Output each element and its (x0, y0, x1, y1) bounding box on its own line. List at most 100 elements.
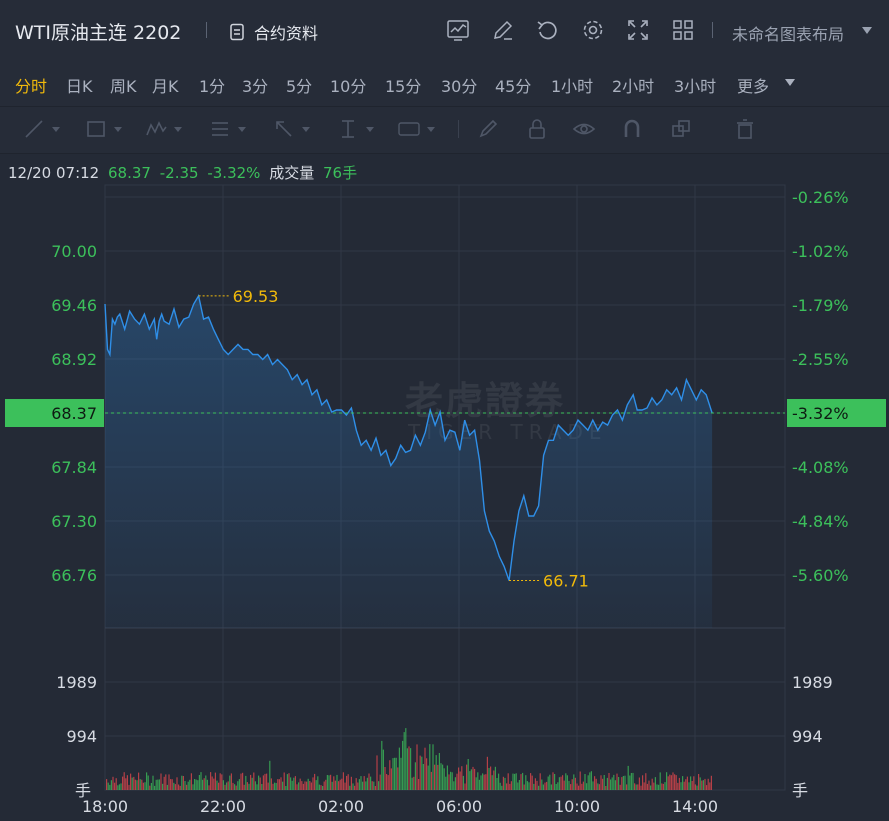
settings-icon[interactable] (580, 17, 606, 43)
volume-bar (299, 778, 301, 790)
volume-bar (534, 778, 536, 790)
tool-chevron-down-icon[interactable] (52, 127, 60, 132)
volume-bar (664, 782, 666, 790)
volume-bar (606, 777, 608, 790)
volume-bar (475, 777, 477, 790)
undo-icon[interactable] (535, 17, 561, 43)
measure-icon[interactable] (397, 117, 421, 141)
volume-bar (410, 748, 412, 790)
volume-bar (326, 775, 328, 790)
volume-bar (706, 785, 708, 790)
magnet-icon[interactable] (620, 117, 644, 141)
price-tick-label: 70.00 (51, 242, 97, 261)
price-tick-label: 67.30 (51, 512, 97, 531)
contract-info-label: 合约资料 (254, 24, 319, 43)
timeframe-tab-9[interactable]: 30分 (441, 77, 478, 96)
edit-icon[interactable] (490, 17, 516, 43)
tool-chevron-down-icon[interactable] (427, 127, 435, 132)
volume-bar (347, 774, 349, 790)
chevron-down-icon[interactable] (862, 27, 872, 34)
tool-chevron-down-icon[interactable] (366, 127, 374, 132)
contract-info-button[interactable]: 合约资料 (228, 20, 318, 44)
brush-icon[interactable] (476, 117, 500, 141)
timeframe-tab-4[interactable]: 1分 (199, 77, 226, 96)
timeframe-tab-0[interactable]: 分时 (15, 77, 48, 96)
volume-bar (589, 772, 591, 790)
tool-chevron-down-icon[interactable] (174, 127, 182, 132)
volume-bar (245, 775, 247, 790)
layout-selector[interactable]: 未命名图表布局 (732, 25, 845, 44)
low-label: 66.71 (543, 572, 589, 591)
volume-bar (638, 777, 640, 790)
volume-bar (456, 773, 458, 790)
volume-bar (392, 758, 394, 790)
volume-tick-right: 1989 (792, 673, 833, 692)
trash-icon[interactable] (733, 117, 757, 141)
timeframe-tab-6[interactable]: 5分 (286, 77, 313, 96)
volume-bar (518, 780, 520, 790)
volume-bar (680, 782, 682, 790)
volume-bar (285, 786, 287, 790)
pct-tick-label: -4.08% (792, 458, 849, 477)
volume-bar (646, 783, 648, 790)
volume-bar (558, 777, 560, 790)
volume-bar (454, 777, 456, 790)
eye-icon[interactable] (572, 117, 596, 141)
volume-bar (147, 775, 149, 790)
volume-bar (421, 756, 423, 790)
timeframe-tab-13[interactable]: 3小时 (674, 77, 717, 96)
volume-bar (472, 766, 474, 790)
timeframe-tab-12[interactable]: 2小时 (612, 77, 655, 96)
wave-icon[interactable] (144, 117, 168, 141)
volume-bar (582, 781, 584, 790)
timeframe-tab-3[interactable]: 月K (152, 77, 179, 96)
timeframe-tab-5[interactable]: 3分 (242, 77, 269, 96)
arrow-icon[interactable] (272, 117, 296, 141)
tool-chevron-down-icon[interactable] (302, 127, 310, 132)
timeframe-tab-10[interactable]: 45分 (495, 77, 532, 96)
vertical-line-icon[interactable] (336, 117, 360, 141)
volume-bar (352, 783, 354, 790)
more-chevron-down-icon[interactable] (785, 79, 795, 86)
timeframe-tab-7[interactable]: 10分 (330, 77, 367, 96)
volume-bar (373, 781, 375, 790)
volume-bar (598, 784, 600, 790)
volume-bar (645, 773, 647, 790)
volume-bar (630, 773, 632, 790)
volume-bar (555, 784, 557, 790)
volume-bar (267, 782, 269, 790)
volume-bar (176, 777, 178, 790)
lock-icon[interactable] (525, 117, 549, 141)
chart-template-icon[interactable] (445, 17, 471, 43)
volume-tick-right: 994 (792, 727, 823, 746)
tool-chevron-down-icon[interactable] (114, 127, 122, 132)
volume-bar (197, 780, 199, 790)
volume-bar (403, 732, 405, 790)
volume-bar (486, 756, 488, 790)
instrument-title[interactable]: WTI原油主连 2202 (15, 22, 182, 44)
timeframe-tab-14[interactable]: 更多 (737, 77, 770, 96)
timeframe-tab-2[interactable]: 周K (110, 77, 137, 96)
volume-bar (397, 767, 399, 790)
fib-icon[interactable] (208, 117, 232, 141)
volume-bar (544, 782, 546, 790)
timeframe-tab-11[interactable]: 1小时 (551, 77, 594, 96)
volume-bar (685, 779, 687, 790)
volume-bar (470, 769, 472, 790)
layers-icon[interactable] (669, 117, 693, 141)
timeframe-tab-1[interactable]: 日K (66, 77, 93, 96)
fullscreen-icon[interactable] (625, 17, 651, 43)
trend-line-icon[interactable] (22, 117, 46, 141)
volume-value: 76手 (323, 164, 358, 182)
tool-chevron-down-icon[interactable] (238, 127, 246, 132)
rectangle-icon[interactable] (84, 117, 108, 141)
volume-bar (654, 777, 656, 790)
volume-bar (603, 775, 605, 790)
grid-layout-icon[interactable] (670, 17, 696, 43)
volume-bar (133, 776, 135, 790)
volume-bar (288, 773, 290, 790)
timeframe-tab-8[interactable]: 15分 (385, 77, 422, 96)
volume-bar (296, 784, 298, 790)
volume-bar (414, 762, 416, 790)
